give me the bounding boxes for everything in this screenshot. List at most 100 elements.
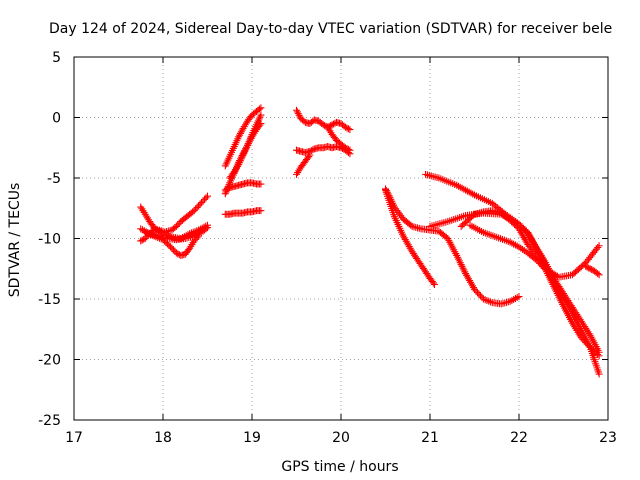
data-point	[594, 270, 602, 278]
y-tick-label: -25	[38, 413, 61, 429]
data-point	[174, 250, 182, 258]
series-track-k	[293, 143, 354, 158]
data-point	[168, 244, 176, 252]
x-tick-label: 22	[510, 430, 528, 446]
data-point	[221, 186, 229, 194]
y-tick-label: -20	[38, 353, 61, 369]
data-point	[236, 129, 244, 137]
data-point	[295, 111, 303, 119]
data-point	[508, 296, 516, 304]
data-point	[582, 339, 590, 347]
data-point	[199, 197, 207, 205]
data-point	[309, 146, 317, 154]
data-point	[473, 289, 481, 297]
data-point	[506, 238, 514, 246]
data-point	[293, 108, 301, 116]
data-point	[595, 242, 603, 250]
data-point	[257, 207, 265, 215]
series-track-d	[137, 224, 211, 244]
series-track-g	[226, 111, 265, 182]
data-point	[536, 260, 544, 268]
data-point	[190, 207, 198, 215]
data-point	[142, 228, 150, 236]
x-tick-label: 17	[65, 430, 83, 446]
data-point	[201, 195, 209, 203]
data-point	[519, 245, 527, 253]
x-tick-label: 21	[421, 430, 439, 446]
data-point	[506, 297, 514, 305]
axis-ticks: 17 18 19 20 21 22 23 5 0 -5 -10 -15 -20 -25	[38, 50, 617, 446]
series-track-h	[221, 179, 265, 194]
data-point	[407, 221, 415, 229]
data-point	[346, 146, 354, 154]
data-point	[169, 246, 177, 254]
data-point	[138, 236, 146, 244]
data-point	[586, 265, 594, 273]
data-point	[515, 293, 523, 301]
data-point	[583, 263, 591, 271]
data-point	[139, 226, 147, 234]
data-point	[511, 241, 519, 249]
data-point	[238, 126, 246, 134]
data-point	[383, 188, 391, 196]
y-axis-label: SDTVAR / TECUs	[7, 183, 23, 298]
data-point	[236, 131, 244, 139]
data-point	[257, 104, 265, 112]
data-point	[306, 151, 314, 159]
data-point	[579, 335, 587, 343]
data-point	[467, 189, 475, 197]
data-point	[330, 120, 338, 128]
data-point	[202, 225, 210, 233]
data-point	[595, 370, 603, 378]
data-point	[328, 121, 336, 129]
data-point	[469, 190, 477, 198]
data-point	[137, 225, 145, 233]
data-point	[202, 194, 210, 202]
data-point	[174, 221, 182, 229]
data-point	[343, 124, 351, 132]
data-point	[517, 244, 525, 252]
data-point	[537, 261, 545, 269]
data-point	[458, 184, 466, 192]
series-track-o	[382, 185, 523, 308]
data-point	[588, 266, 596, 274]
data-point	[382, 187, 390, 195]
data-point	[300, 117, 308, 125]
data-point	[577, 334, 585, 342]
data-point	[471, 285, 478, 293]
series-track-n	[382, 186, 438, 288]
data-point	[476, 292, 484, 300]
series-track-j	[293, 106, 354, 134]
data-point	[595, 271, 603, 279]
data-point	[190, 232, 198, 240]
data-point	[198, 199, 206, 207]
x-axis-label: GPS time / hours	[281, 459, 398, 475]
x-tick-label: 23	[599, 430, 617, 446]
data-point	[305, 153, 313, 161]
data-point	[235, 133, 243, 141]
series-track-l	[293, 151, 314, 178]
data-point	[237, 128, 245, 136]
data-point	[321, 122, 329, 130]
data-point	[293, 106, 300, 114]
data-point	[513, 294, 521, 302]
data-point	[224, 184, 232, 192]
data-point	[172, 249, 180, 257]
data-point	[384, 190, 392, 198]
data-point	[539, 263, 547, 271]
data-point	[508, 239, 516, 247]
series-track-s	[466, 221, 603, 360]
data-point	[344, 125, 352, 133]
data-point	[479, 295, 487, 303]
data-point	[456, 183, 464, 191]
data-point	[475, 290, 483, 298]
data-point	[520, 247, 528, 255]
data-point	[344, 145, 352, 153]
y-tick-label: 5	[52, 50, 61, 66]
data-point	[510, 240, 518, 248]
data-point	[487, 298, 495, 306]
data-point	[204, 224, 211, 232]
y-tick-label: 0	[52, 111, 61, 127]
